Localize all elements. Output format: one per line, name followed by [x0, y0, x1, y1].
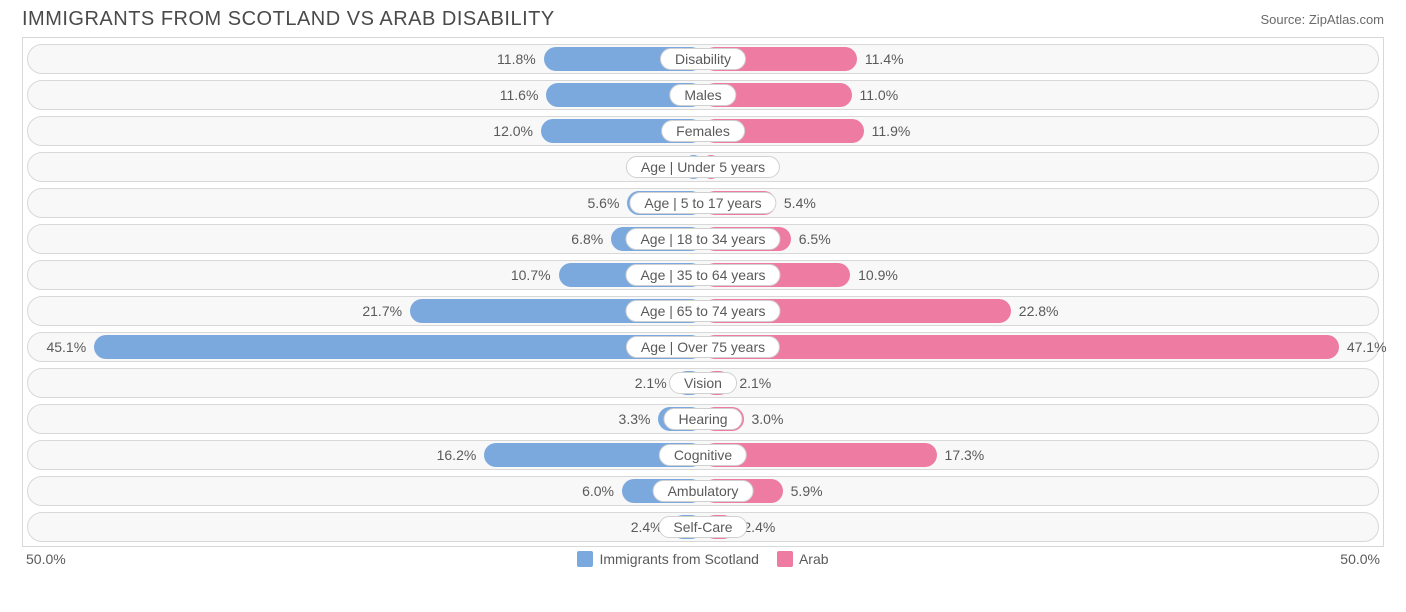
- value-right: 10.9%: [858, 267, 898, 283]
- value-left: 11.6%: [500, 87, 539, 103]
- category-label: Age | 65 to 74 years: [625, 300, 780, 322]
- value-left: 6.8%: [571, 231, 603, 247]
- value-left: 12.0%: [493, 123, 533, 139]
- value-right: 17.3%: [945, 447, 985, 463]
- value-left: 5.6%: [587, 195, 619, 211]
- legend-item-left: Immigrants from Scotland: [577, 551, 759, 567]
- value-left: 11.8%: [497, 51, 536, 67]
- chart-row: 6.8% 6.5% Age | 18 to 34 years: [27, 224, 1379, 254]
- axis-row: 50.0% Immigrants from Scotland Arab 50.0…: [0, 547, 1406, 567]
- bar-right: [703, 335, 1339, 359]
- header: IMMIGRANTS FROM SCOTLAND VS ARAB DISABIL…: [0, 0, 1406, 35]
- category-label: Males: [669, 84, 736, 106]
- category-label: Age | 5 to 17 years: [629, 192, 776, 214]
- value-right: 11.0%: [860, 87, 899, 103]
- category-label: Age | 18 to 34 years: [625, 228, 780, 250]
- chart-row: 2.4%2.4%Self-Care: [27, 512, 1379, 542]
- chart-row: 10.7% 10.9% Age | 35 to 64 years: [27, 260, 1379, 290]
- value-right: 2.4%: [743, 519, 775, 535]
- value-left: 6.0%: [582, 483, 614, 499]
- legend: Immigrants from Scotland Arab: [577, 551, 828, 567]
- value-left: 3.3%: [619, 411, 651, 427]
- chart-row: 1.4%1.2%Age | Under 5 years: [27, 152, 1379, 182]
- chart-row: 21.7% 22.8% Age | 65 to 74 years: [27, 296, 1379, 326]
- chart-row: 2.1% 2.1%Vision: [27, 368, 1379, 398]
- value-right: 5.9%: [791, 483, 823, 499]
- chart-row: 16.2% 17.3% Cognitive: [27, 440, 1379, 470]
- value-right: 22.8%: [1019, 303, 1059, 319]
- chart-row: 11.6% 11.0% Males: [27, 80, 1379, 110]
- category-label: Cognitive: [659, 444, 747, 466]
- value-left: 10.7%: [511, 267, 551, 283]
- value-right: 11.4%: [865, 51, 904, 67]
- category-label: Age | Under 5 years: [626, 156, 780, 178]
- value-right: 47.1%: [1347, 339, 1387, 355]
- chart-area: 11.8% 11.4% Disability 11.6% 11.0% Males 12.0%…: [22, 37, 1384, 547]
- chart-row: 6.0% 5.9% Ambulatory: [27, 476, 1379, 506]
- value-right: 2.1%: [739, 375, 771, 391]
- legend-item-right: Arab: [777, 551, 829, 567]
- value-left: 45.1%: [46, 339, 86, 355]
- value-left: 21.7%: [362, 303, 402, 319]
- category-label: Hearing: [663, 408, 742, 430]
- category-label: Age | Over 75 years: [626, 336, 780, 358]
- chart-row: 3.3% 3.0% Hearing: [27, 404, 1379, 434]
- value-left: 16.2%: [437, 447, 477, 463]
- page-title: IMMIGRANTS FROM SCOTLAND VS ARAB DISABIL…: [22, 8, 555, 31]
- legend-label-right: Arab: [799, 551, 829, 567]
- chart-row: 11.8% 11.4% Disability: [27, 44, 1379, 74]
- value-right: 6.5%: [799, 231, 831, 247]
- axis-right-label: 50.0%: [1340, 551, 1380, 567]
- category-label: Vision: [669, 372, 737, 394]
- value-right: 3.0%: [752, 411, 784, 427]
- chart-row: 45.1%47.1%Age | Over 75 years: [27, 332, 1379, 362]
- category-label: Self-Care: [658, 516, 747, 538]
- source-attribution: Source: ZipAtlas.com: [1260, 12, 1384, 27]
- category-label: Ambulatory: [653, 480, 754, 502]
- category-label: Disability: [660, 48, 746, 70]
- category-label: Age | 35 to 64 years: [625, 264, 780, 286]
- legend-swatch-left: [577, 551, 593, 567]
- legend-label-left: Immigrants from Scotland: [599, 551, 759, 567]
- category-label: Females: [661, 120, 745, 142]
- bar-left: [94, 335, 703, 359]
- chart-row: 5.6% 5.4% Age | 5 to 17 years: [27, 188, 1379, 218]
- legend-swatch-right: [777, 551, 793, 567]
- value-right: 5.4%: [784, 195, 816, 211]
- axis-left-label: 50.0%: [26, 551, 66, 567]
- value-right: 11.9%: [872, 123, 911, 139]
- value-left: 2.1%: [635, 375, 667, 391]
- chart-row: 12.0% 11.9% Females: [27, 116, 1379, 146]
